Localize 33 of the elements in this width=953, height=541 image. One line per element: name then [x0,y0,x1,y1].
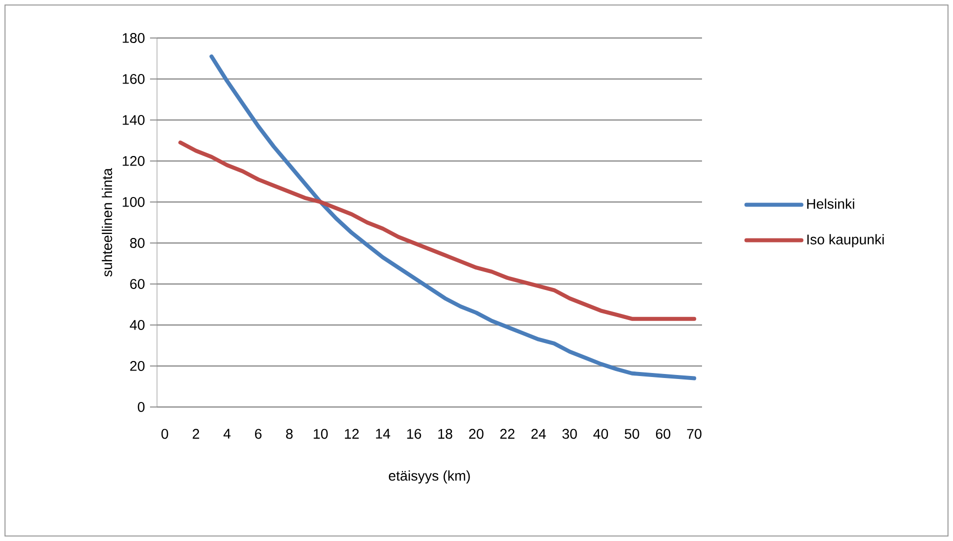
x-tick-label: 2 [192,428,200,439]
x-tick-label: 50 [624,428,640,439]
y-tick-label: 40 [130,320,145,330]
x-tick-label: 70 [687,428,702,439]
x-tick-label: 30 [562,428,577,439]
x-axis-title: etäisyys (km) [388,470,470,484]
y-tick-label: 100 [122,197,145,207]
x-tick-label: 24 [531,428,546,439]
y-tick-label: 20 [130,361,145,371]
y-tick-label: 140 [122,115,145,125]
y-tick-label: 80 [130,238,145,248]
x-tick-label: 60 [656,428,670,439]
x-tick-label: 14 [376,428,390,439]
legend-label: Iso kaupunki [807,234,884,248]
y-tick-label: 60 [130,279,145,289]
x-tick-label: 18 [438,428,452,439]
x-tick-label: 12 [344,428,359,439]
legend-label: Helsinki [807,198,854,209]
y-tick-label: 180 [122,33,145,43]
x-tick-label: 22 [500,428,514,439]
x-tick-label: 40 [593,428,608,439]
y-tick-label: 160 [122,74,145,84]
x-tick-label: 6 [255,428,262,439]
x-tick-label: 0 [161,428,168,439]
x-tick-label: 20 [469,428,484,439]
y-tick-label: 120 [122,156,145,166]
x-tick-label: 4 [224,428,231,439]
x-tick-label: 16 [407,428,422,439]
x-tick-label: 8 [286,428,293,439]
y-tick-label: 0 [138,402,145,412]
line-series [210,54,696,380]
x-tick-label: 10 [314,428,328,439]
y-axis-title: suhteellinen hinta [102,168,112,277]
